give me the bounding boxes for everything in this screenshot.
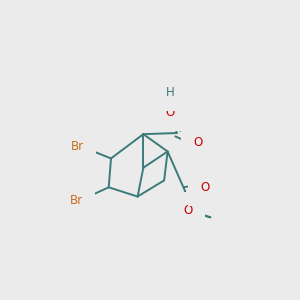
Text: O: O (200, 181, 209, 194)
Text: Br: Br (70, 194, 83, 206)
Text: O: O (184, 204, 193, 217)
Text: Br: Br (71, 140, 85, 153)
Text: O: O (165, 106, 175, 119)
Text: H: H (166, 86, 174, 99)
Text: O: O (193, 136, 202, 149)
